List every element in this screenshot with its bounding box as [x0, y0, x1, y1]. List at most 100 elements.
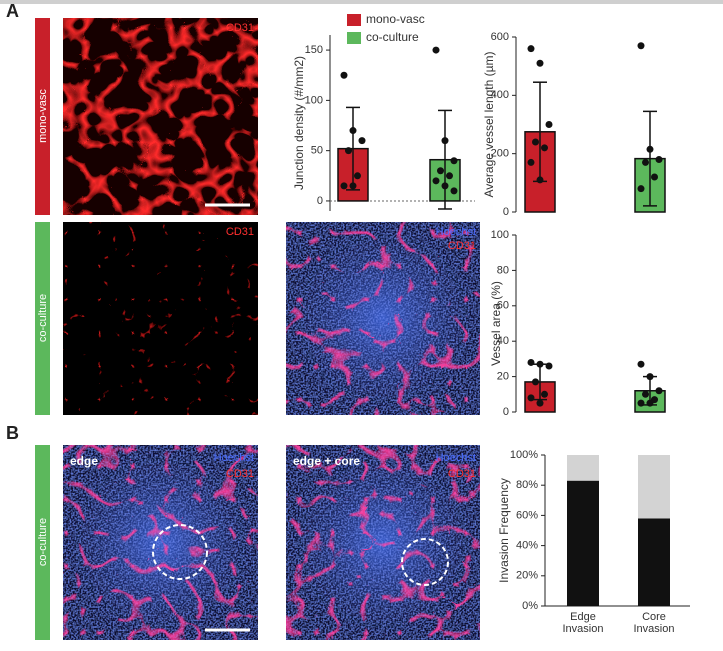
data-point: [637, 42, 645, 50]
data-point: [432, 177, 440, 185]
legend-label: co-culture: [366, 30, 419, 44]
y-tick-label: 150: [305, 44, 323, 56]
data-point: [450, 187, 458, 195]
data-point: [646, 145, 654, 153]
y-tick-label: 20%: [516, 570, 538, 582]
data-point: [527, 45, 535, 53]
data-point: [354, 172, 361, 180]
channel-label: CD31: [226, 22, 254, 34]
y-axis-label: Average vessel length (µm): [482, 51, 496, 197]
data-point: [437, 167, 444, 175]
bar-segment: [567, 480, 599, 606]
data-point: [450, 157, 458, 165]
data-point: [642, 158, 649, 166]
legend-label: mono-vasc: [366, 12, 425, 26]
channel-label: CD31: [448, 468, 476, 480]
y-tick-label: 100%: [510, 449, 538, 461]
y-tick-label: 80%: [516, 479, 538, 491]
y-tick-label: 60%: [516, 509, 538, 521]
row-bar: [35, 18, 50, 215]
panel-letter: B: [6, 423, 19, 443]
data-point: [536, 399, 544, 407]
data-point: [646, 399, 654, 407]
row-bar: [35, 445, 50, 640]
data-point: [340, 182, 348, 190]
data-point: [642, 390, 649, 398]
y-tick-label: 0: [317, 195, 323, 207]
y-tick-label: 100: [491, 229, 509, 241]
data-point: [651, 173, 658, 181]
region-circle: [401, 538, 449, 586]
channel-label: Hoechst: [436, 226, 476, 238]
row-label: mono-vasc: [37, 89, 49, 143]
data-point: [541, 144, 548, 152]
micrograph: CD31: [63, 18, 258, 215]
y-tick-label: 20: [497, 371, 509, 383]
channel-label: CD31: [448, 240, 476, 252]
y-axis-label: Junction density (#/mm2): [292, 56, 306, 190]
data-point: [536, 176, 544, 184]
legend-swatch: [347, 14, 361, 26]
panel-letter: A: [6, 1, 19, 21]
channel-label: Hoechst: [436, 452, 476, 464]
data-point: [349, 182, 357, 190]
data-point: [441, 182, 449, 190]
micrograph: Hoechst CD31: [286, 222, 480, 415]
y-tick-label: 200: [491, 148, 509, 160]
data-point: [541, 390, 548, 398]
y-tick-label: 0%: [522, 600, 538, 612]
data-point: [536, 59, 544, 67]
y-axis-label: Invasion Frequency: [497, 478, 511, 583]
y-tick-label: 0: [503, 206, 509, 218]
legend-swatch: [347, 32, 361, 44]
micrograph: edge Hoechst CD31: [63, 445, 258, 640]
micrograph: edge + core Hoechst CD31: [286, 445, 480, 640]
data-point: [637, 185, 645, 193]
x-tick-label: Core Invasion: [633, 611, 675, 635]
data-point: [637, 399, 645, 407]
data-point: [532, 138, 539, 146]
image-title: edge: [70, 454, 98, 468]
channel-label: CD31: [226, 226, 254, 238]
data-point: [446, 172, 453, 180]
data-point: [358, 137, 366, 145]
row-label: co-culture: [37, 518, 49, 566]
bar-segment: [638, 455, 670, 519]
data-point: [536, 360, 544, 368]
top-band: [0, 0, 723, 4]
data-point: [527, 394, 535, 402]
bar-segment: [567, 455, 599, 481]
image-title: edge + core: [293, 454, 360, 468]
y-tick-label: 400: [491, 89, 509, 101]
data-point: [545, 121, 553, 128]
y-tick-label: 0: [503, 406, 509, 418]
y-tick-label: 40: [497, 335, 509, 347]
y-tick-label: 40%: [516, 540, 538, 552]
data-point: [349, 127, 357, 135]
y-tick-label: 80: [497, 264, 509, 276]
data-point: [637, 360, 645, 368]
channel-label: Hoechst: [214, 452, 254, 464]
y-tick-label: 50: [311, 145, 323, 157]
data-point: [532, 378, 539, 386]
data-point: [527, 358, 535, 366]
bar-segment: [638, 518, 670, 606]
data-point: [646, 373, 654, 381]
data-point: [545, 362, 553, 370]
channel-label: CD31: [226, 468, 254, 480]
y-tick-label: 600: [491, 31, 509, 43]
x-tick-label: Edge Invasion: [562, 611, 604, 635]
x-tick-label-box: Edge Invasion: [562, 611, 604, 635]
data-point: [655, 387, 663, 395]
data-point: [527, 158, 535, 166]
row-label: co-culture: [37, 294, 49, 342]
micrograph: CD31: [63, 222, 258, 415]
y-tick-label: 60: [497, 300, 509, 312]
data-point: [655, 156, 663, 163]
y-tick-label: 100: [305, 94, 323, 106]
region-circle: [152, 524, 208, 580]
x-tick-label-box: Core Invasion: [633, 611, 675, 635]
row-bar: [35, 222, 50, 415]
data-point: [432, 46, 440, 54]
